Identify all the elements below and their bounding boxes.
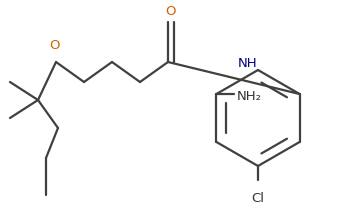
Text: O: O <box>49 39 59 52</box>
Text: NH: NH <box>238 57 257 70</box>
Text: NH₂: NH₂ <box>237 89 261 102</box>
Text: O: O <box>166 5 176 18</box>
Text: Cl: Cl <box>252 192 265 205</box>
